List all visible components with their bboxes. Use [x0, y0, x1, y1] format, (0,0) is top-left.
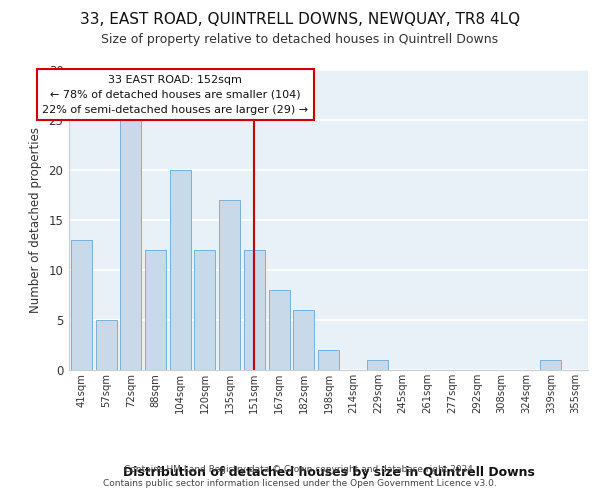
Bar [244, 250, 265, 370]
Text: Contains HM Land Registry data © Crown copyright and database right 2024.
Contai: Contains HM Land Registry data © Crown c… [103, 466, 497, 487]
Bar [71, 240, 92, 370]
Text: 33 EAST ROAD: 152sqm
← 78% of detached houses are smaller (104)
22% of semi-deta: 33 EAST ROAD: 152sqm ← 78% of detached h… [42, 75, 308, 114]
Text: Size of property relative to detached houses in Quintrell Downs: Size of property relative to detached ho… [101, 32, 499, 46]
Bar [293, 310, 314, 370]
Bar [120, 120, 141, 370]
Text: 33, EAST ROAD, QUINTRELL DOWNS, NEWQUAY, TR8 4LQ: 33, EAST ROAD, QUINTRELL DOWNS, NEWQUAY,… [80, 12, 520, 28]
Bar [170, 170, 191, 370]
X-axis label: Distribution of detached houses by size in Quintrell Downs: Distribution of detached houses by size … [122, 466, 535, 479]
Bar [367, 360, 388, 370]
Bar [95, 320, 116, 370]
Bar [219, 200, 240, 370]
Y-axis label: Number of detached properties: Number of detached properties [29, 127, 41, 313]
Bar [541, 360, 562, 370]
Bar [145, 250, 166, 370]
Bar [318, 350, 339, 370]
Bar [269, 290, 290, 370]
Bar [194, 250, 215, 370]
